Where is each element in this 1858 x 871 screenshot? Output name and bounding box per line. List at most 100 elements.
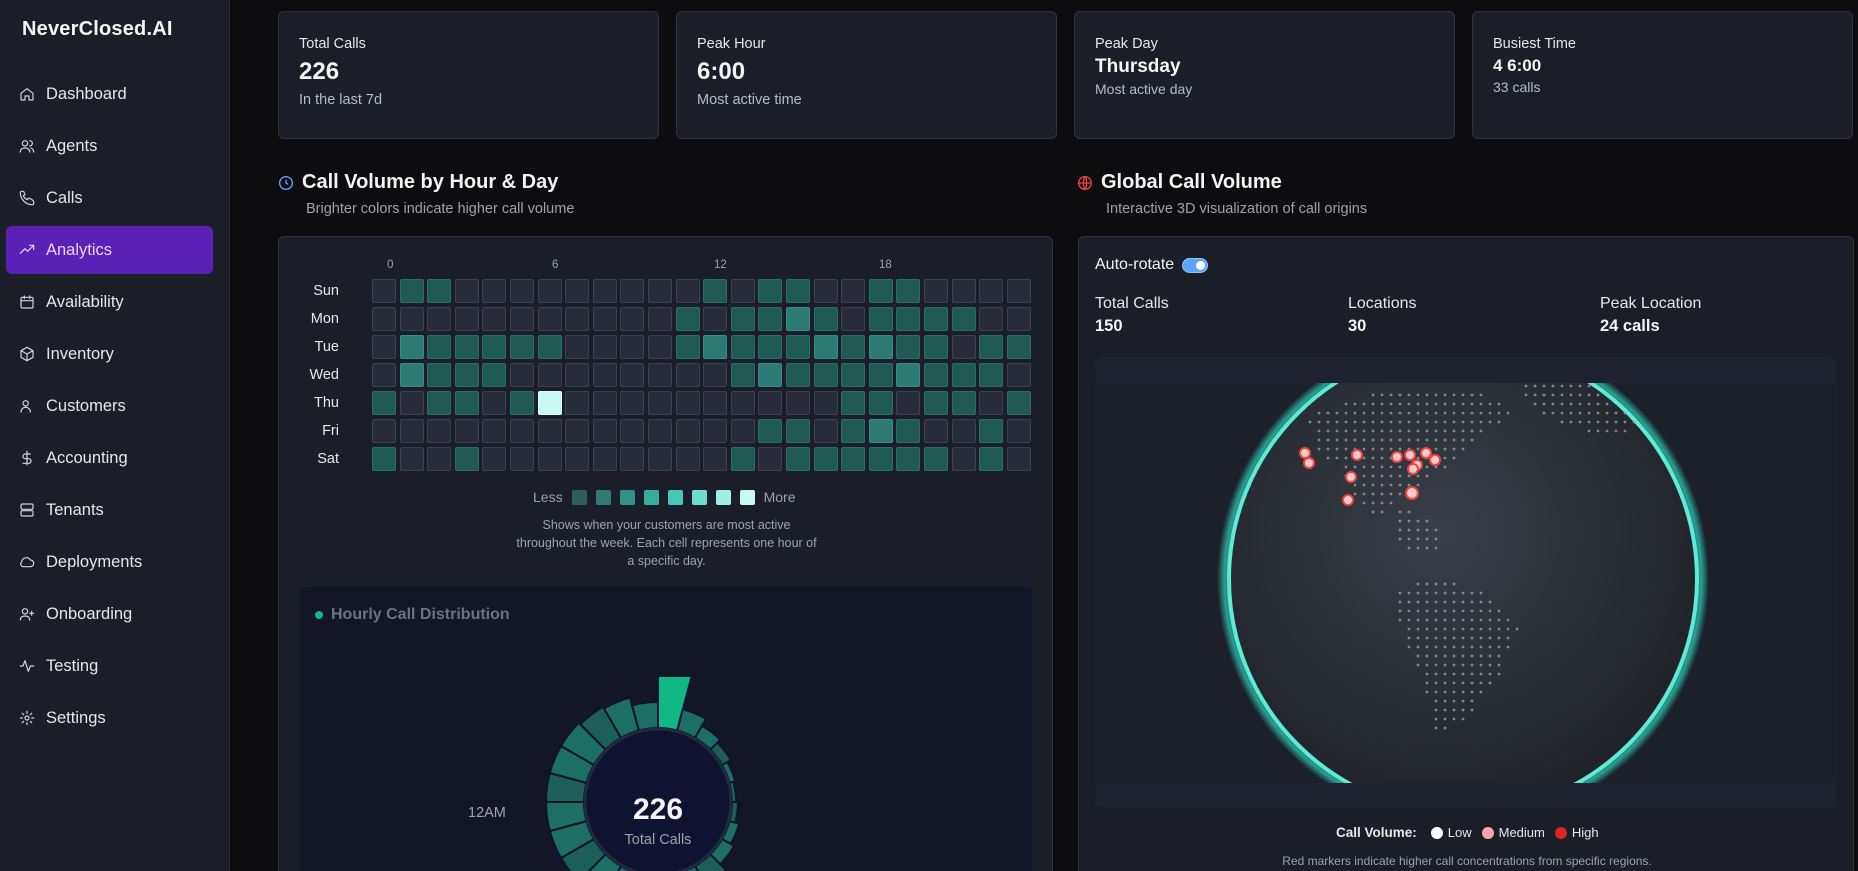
heatmap-cell[interactable]: [813, 363, 838, 387]
heatmap-cell[interactable]: [924, 391, 948, 415]
heatmap-cell[interactable]: [758, 307, 783, 331]
heatmap-cell[interactable]: [620, 391, 645, 415]
heatmap-cell[interactable]: [813, 307, 838, 331]
heatmap-cell[interactable]: [510, 447, 534, 471]
heatmap-cell[interactable]: [1006, 447, 1031, 471]
heatmap-cell[interactable]: [454, 419, 479, 443]
heatmap-cell[interactable]: [565, 335, 590, 359]
heatmap-cell[interactable]: [951, 447, 976, 471]
heatmap-cell[interactable]: [951, 419, 976, 443]
sidebar-item-calls[interactable]: Calls: [6, 174, 213, 222]
heatmap-cell[interactable]: [537, 447, 562, 471]
heatmap-cell[interactable]: [813, 419, 838, 443]
heatmap-cell[interactable]: [841, 335, 866, 359]
heatmap-cell[interactable]: [703, 447, 728, 471]
sidebar-item-deployments[interactable]: Deployments: [6, 538, 213, 586]
heatmap-cell[interactable]: [675, 307, 700, 331]
heatmap-cell[interactable]: [620, 447, 645, 471]
heatmap-cell[interactable]: [951, 391, 976, 415]
heatmap-cell[interactable]: [841, 307, 866, 331]
heatmap-cell[interactable]: [482, 447, 507, 471]
heatmap-cell[interactable]: [482, 391, 507, 415]
heatmap-cell[interactable]: [399, 307, 424, 331]
heatmap-cell[interactable]: [758, 447, 783, 471]
heatmap-cell[interactable]: [951, 307, 976, 331]
heatmap-cell[interactable]: [620, 419, 645, 443]
heatmap-cell[interactable]: [648, 335, 672, 359]
heatmap-cell[interactable]: [924, 419, 948, 443]
heatmap-cell[interactable]: [813, 447, 838, 471]
heatmap-cell[interactable]: [537, 335, 562, 359]
heatmap-cell[interactable]: [675, 391, 700, 415]
heatmap-cell[interactable]: [510, 419, 534, 443]
heatmap-cell[interactable]: [979, 391, 1004, 415]
brand-logo[interactable]: NeverClosed.AI: [22, 18, 173, 40]
heatmap-cell[interactable]: [592, 363, 617, 387]
heatmap-cell[interactable]: [427, 335, 452, 359]
heatmap-cell[interactable]: [730, 391, 755, 415]
heatmap-cell[interactable]: [510, 363, 534, 387]
heatmap-cell[interactable]: [565, 307, 590, 331]
heatmap-cell[interactable]: [1006, 363, 1031, 387]
heatmap-cell[interactable]: [620, 335, 645, 359]
location-marker[interactable]: [1342, 494, 1354, 506]
heatmap-cell[interactable]: [1006, 391, 1031, 415]
heatmap-cell[interactable]: [675, 447, 700, 471]
heatmap-cell[interactable]: [537, 307, 562, 331]
heatmap-cell[interactable]: [841, 447, 866, 471]
heatmap-cell[interactable]: [565, 447, 590, 471]
heatmap-cell[interactable]: [372, 419, 396, 443]
sidebar-item-availability[interactable]: Availability: [6, 278, 213, 326]
heatmap-cell[interactable]: [399, 279, 424, 303]
heatmap-cell[interactable]: [372, 363, 396, 387]
heatmap-cell[interactable]: [372, 279, 396, 303]
heatmap-cell[interactable]: [454, 447, 479, 471]
heatmap-cell[interactable]: [510, 335, 534, 359]
heatmap-cell[interactable]: [703, 307, 728, 331]
heatmap-cell[interactable]: [454, 391, 479, 415]
heatmap-cell[interactable]: [730, 363, 755, 387]
heatmap-cell[interactable]: [620, 363, 645, 387]
heatmap-cell[interactable]: [648, 391, 672, 415]
heatmap-cell[interactable]: [372, 391, 396, 415]
heatmap-cell[interactable]: [399, 391, 424, 415]
heatmap-cell[interactable]: [482, 335, 507, 359]
heatmap-cell[interactable]: [482, 279, 507, 303]
sidebar-item-testing[interactable]: Testing: [6, 642, 213, 690]
heatmap-cell[interactable]: [896, 419, 921, 443]
heatmap-cell[interactable]: [841, 279, 866, 303]
heatmap-cell[interactable]: [399, 363, 424, 387]
globe-viewport[interactable]: [1095, 357, 1837, 807]
sidebar-item-inventory[interactable]: Inventory: [6, 330, 213, 378]
heatmap-cell[interactable]: [399, 419, 424, 443]
heatmap-cell[interactable]: [924, 447, 948, 471]
heatmap-cell[interactable]: [951, 363, 976, 387]
heatmap-cell[interactable]: [841, 363, 866, 387]
heatmap-cell[interactable]: [648, 279, 672, 303]
heatmap-cell[interactable]: [648, 307, 672, 331]
heatmap-cell[interactable]: [427, 419, 452, 443]
heatmap-cell[interactable]: [537, 391, 562, 415]
heatmap-cell[interactable]: [868, 447, 893, 471]
heatmap-cell[interactable]: [620, 279, 645, 303]
heatmap-cell[interactable]: [786, 307, 810, 331]
heatmap-cell[interactable]: [675, 419, 700, 443]
location-marker[interactable]: [1351, 449, 1363, 461]
heatmap-cell[interactable]: [510, 307, 534, 331]
heatmap-cell[interactable]: [565, 279, 590, 303]
heatmap-cell[interactable]: [896, 279, 921, 303]
heatmap-cell[interactable]: [786, 391, 810, 415]
heatmap-cell[interactable]: [979, 279, 1004, 303]
heatmap-cell[interactable]: [454, 279, 479, 303]
heatmap-cell[interactable]: [758, 279, 783, 303]
heatmap-cell[interactable]: [868, 363, 893, 387]
heatmap-cell[interactable]: [592, 447, 617, 471]
heatmap-cell[interactable]: [841, 419, 866, 443]
heatmap-cell[interactable]: [786, 363, 810, 387]
heatmap-cell[interactable]: [730, 335, 755, 359]
heatmap-cell[interactable]: [868, 307, 893, 331]
heatmap-cell[interactable]: [703, 391, 728, 415]
location-marker[interactable]: [1404, 449, 1416, 461]
heatmap-cell[interactable]: [868, 279, 893, 303]
location-marker[interactable]: [1405, 486, 1419, 500]
